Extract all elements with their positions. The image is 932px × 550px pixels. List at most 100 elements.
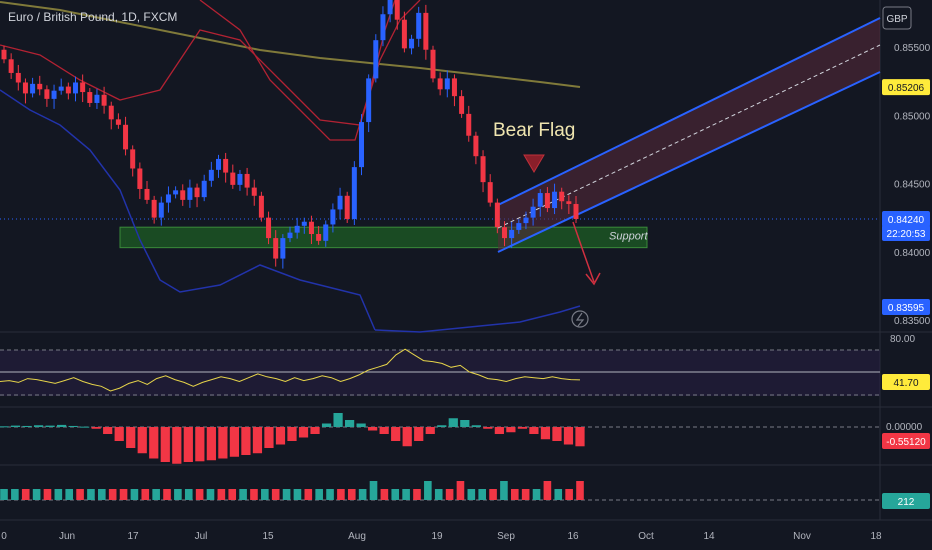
candle-body bbox=[516, 223, 522, 230]
alert-icon bbox=[571, 310, 589, 328]
candle-body bbox=[358, 122, 365, 168]
candle-body bbox=[501, 227, 508, 239]
candle-body bbox=[552, 191, 558, 209]
candle-body bbox=[65, 86, 71, 94]
volume-bar bbox=[217, 489, 226, 500]
candle-body bbox=[173, 190, 179, 195]
candle-body bbox=[459, 96, 465, 114]
projection-arrowhead bbox=[585, 272, 601, 286]
volume-bar bbox=[54, 489, 63, 500]
macd-bar bbox=[56, 424, 67, 427]
volume-bar bbox=[424, 481, 432, 500]
lower-band-tail bbox=[374, 305, 581, 333]
volume-bar bbox=[250, 489, 258, 500]
lightning-icon bbox=[575, 312, 585, 327]
bear-flag-arrow bbox=[523, 154, 545, 173]
macd-zero-label: 0.00000 bbox=[886, 422, 923, 433]
volume-bar bbox=[391, 489, 400, 500]
candle-body bbox=[451, 78, 457, 97]
macd-bar bbox=[448, 418, 458, 427]
volume-bar bbox=[456, 481, 465, 500]
volume-bar bbox=[293, 489, 302, 500]
time-tick-label: 16 bbox=[567, 531, 579, 542]
candle-body bbox=[215, 158, 222, 170]
candle-body bbox=[244, 173, 250, 188]
time-tick-label: Nov bbox=[793, 531, 811, 542]
lower-band-tag-bg bbox=[882, 299, 930, 316]
channel-fill bbox=[498, 18, 880, 252]
volume-bar bbox=[11, 489, 19, 500]
volume-bar bbox=[32, 489, 41, 500]
macd-bar bbox=[298, 427, 309, 438]
candle-body bbox=[158, 202, 164, 218]
volume-bar bbox=[489, 489, 497, 500]
candle-body bbox=[130, 149, 136, 169]
volume-bar bbox=[576, 481, 584, 500]
macd-bar bbox=[287, 427, 297, 441]
macd-bar bbox=[310, 427, 320, 434]
candle-body bbox=[258, 195, 264, 218]
macd-bar bbox=[368, 427, 378, 431]
candle-body bbox=[144, 188, 150, 200]
macd-bar bbox=[160, 427, 170, 462]
macd-bar bbox=[483, 427, 493, 429]
candle-body bbox=[444, 78, 450, 90]
time-tick-label: 15 bbox=[262, 531, 274, 542]
macd-bar bbox=[356, 423, 366, 427]
volume-bar bbox=[87, 489, 95, 500]
macd-bar bbox=[402, 427, 412, 447]
time-tick-label: Jun bbox=[59, 531, 75, 542]
chart-title: Euro / British Pound, 1D, FXCM bbox=[8, 10, 178, 24]
volume-bar bbox=[478, 489, 486, 500]
macd-bar bbox=[425, 427, 435, 434]
candle-body bbox=[51, 90, 57, 99]
volume-bar bbox=[413, 489, 421, 500]
candle-body bbox=[494, 202, 500, 228]
candle-body bbox=[30, 83, 36, 94]
channel-upper bbox=[497, 17, 881, 206]
countdown-tag-bg bbox=[882, 224, 930, 241]
rsi-value-tag: 41.70 bbox=[893, 378, 918, 389]
rsi-band bbox=[0, 350, 880, 396]
candle-body bbox=[523, 217, 529, 224]
candle-body bbox=[323, 224, 329, 241]
candle-body bbox=[87, 92, 93, 103]
volume-bar bbox=[174, 489, 182, 500]
projection-line bbox=[572, 221, 595, 283]
candle-body bbox=[15, 72, 21, 83]
candle-body bbox=[37, 83, 43, 90]
volume-bar bbox=[119, 489, 128, 500]
macd-bar bbox=[149, 427, 159, 459]
volume-bar bbox=[358, 489, 367, 500]
time-tick-label: Sep bbox=[497, 531, 515, 542]
macd-bar bbox=[321, 423, 332, 427]
macd-bar bbox=[114, 427, 124, 441]
volume-bar bbox=[500, 481, 508, 500]
price-pane: Support Bear Flag bbox=[0, 0, 881, 333]
candle-body bbox=[473, 135, 479, 157]
candle-body bbox=[1, 49, 7, 60]
volume-bar bbox=[206, 489, 215, 500]
volume-bar bbox=[130, 489, 139, 500]
volume-bar bbox=[271, 489, 280, 500]
price-tick-label: 0.85500 bbox=[894, 43, 931, 54]
macd-bar bbox=[241, 427, 251, 455]
volume-bar bbox=[402, 489, 410, 500]
volume-bar bbox=[369, 481, 378, 500]
volume-bar bbox=[184, 489, 193, 500]
volume-bar bbox=[510, 489, 519, 500]
macd-bar bbox=[103, 427, 113, 434]
candle-body bbox=[165, 194, 171, 203]
macd-bar bbox=[506, 427, 516, 433]
macd-bar bbox=[460, 420, 470, 427]
volume-bar bbox=[434, 489, 443, 500]
candle-body bbox=[137, 168, 143, 189]
volume-value-tag: 212 bbox=[898, 497, 915, 508]
volume-bar bbox=[163, 489, 171, 500]
macd-value-tag-bg bbox=[882, 433, 930, 449]
candle-body bbox=[115, 119, 121, 125]
candle-body bbox=[316, 234, 322, 241]
volume-bar bbox=[543, 481, 552, 500]
candle-body bbox=[509, 229, 515, 239]
